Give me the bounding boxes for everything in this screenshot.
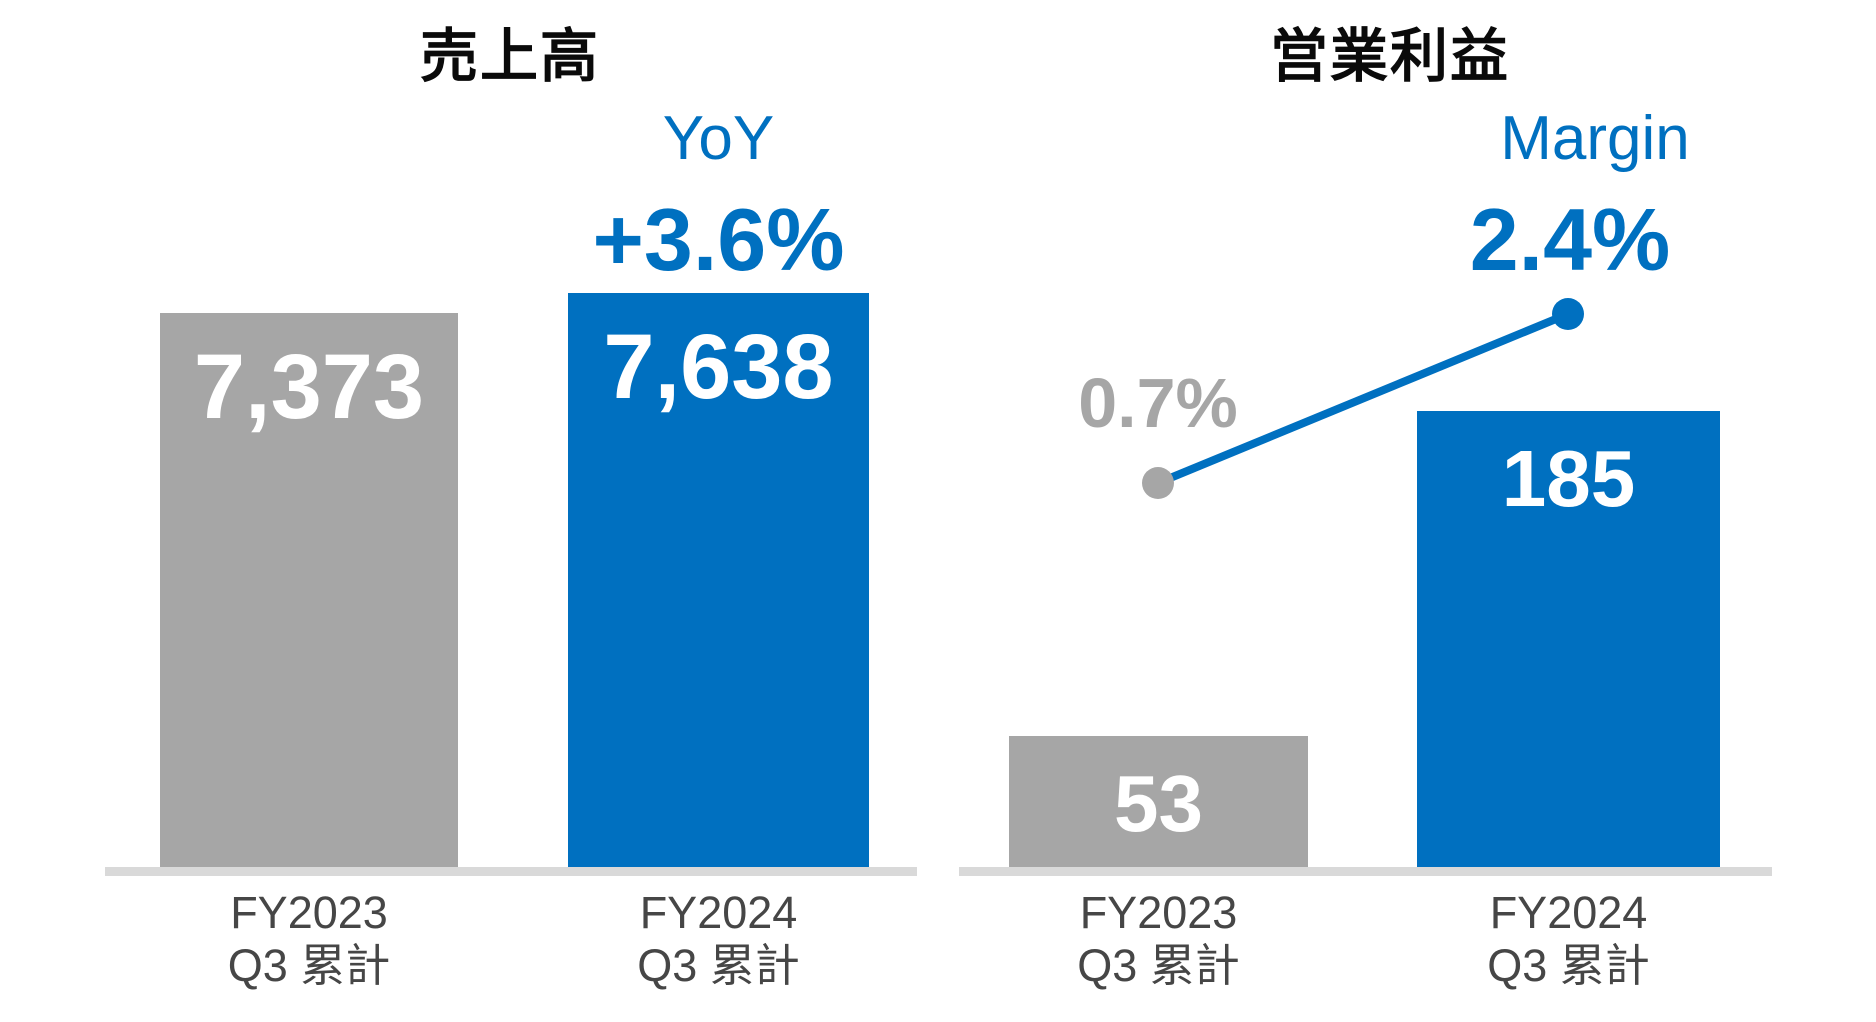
- margin-point-fy2024-icon: [1552, 298, 1584, 330]
- operating-profit-margin-previous: 0.7%: [1078, 364, 1238, 442]
- revenue-xlabel-fy2023: FY2023 Q3 累計: [160, 886, 458, 992]
- operating-profit-xlabel-fy2024-line2: Q3 累計: [1487, 940, 1650, 992]
- revenue-axis-baseline: [105, 867, 917, 876]
- operating-profit-xlabel-fy2024-line1: FY2024: [1489, 887, 1648, 938]
- revenue-xlabel-fy2024-line2: Q3 累計: [637, 940, 800, 992]
- operating-profit-bar-fy2023: 53: [1009, 736, 1308, 867]
- operating-profit-margin-current: 2.4%: [1469, 190, 1671, 289]
- operating-profit-axis-baseline: [959, 867, 1772, 876]
- revenue-bar-fy2024: 7,638: [568, 293, 869, 867]
- operating-profit-bar-fy2024: 185: [1417, 411, 1720, 867]
- revenue-xlabel-fy2023-line1: FY2023: [230, 887, 388, 938]
- revenue-yoy-label: YoY: [662, 104, 775, 173]
- revenue-xlabel-fy2024: FY2024 Q3 累計: [568, 886, 869, 992]
- revenue-chart-title: 売上高: [419, 24, 600, 89]
- operating-profit-bar-fy2024-value: 185: [1501, 434, 1636, 523]
- operating-profit-xlabel-fy2023: FY2023 Q3 累計: [1009, 886, 1308, 992]
- operating-profit-xlabel-fy2024: FY2024 Q3 累計: [1417, 886, 1720, 992]
- revenue-xlabel-fy2024-line1: FY2024: [639, 887, 798, 938]
- margin-point-fy2023-icon: [1142, 467, 1174, 499]
- operating-profit-chart-title: 営業利益: [1269, 24, 1510, 89]
- operating-profit-xlabel-fy2023-line1: FY2023: [1079, 887, 1238, 938]
- operating-profit-xlabel-fy2023-line2: Q3 累計: [1077, 940, 1240, 992]
- revenue-xlabel-fy2023-line2: Q3 累計: [227, 940, 391, 992]
- operating-profit-bar-fy2023-value: 53: [1114, 759, 1203, 848]
- revenue-bar-fy2023-value: 7,373: [193, 336, 425, 438]
- revenue-bar-fy2024-value: 7,638: [603, 316, 834, 418]
- revenue-yoy-value: +3.6%: [592, 190, 845, 289]
- revenue-bar-fy2023: 7,373: [160, 313, 458, 867]
- operating-profit-margin-label: Margin: [1500, 104, 1690, 173]
